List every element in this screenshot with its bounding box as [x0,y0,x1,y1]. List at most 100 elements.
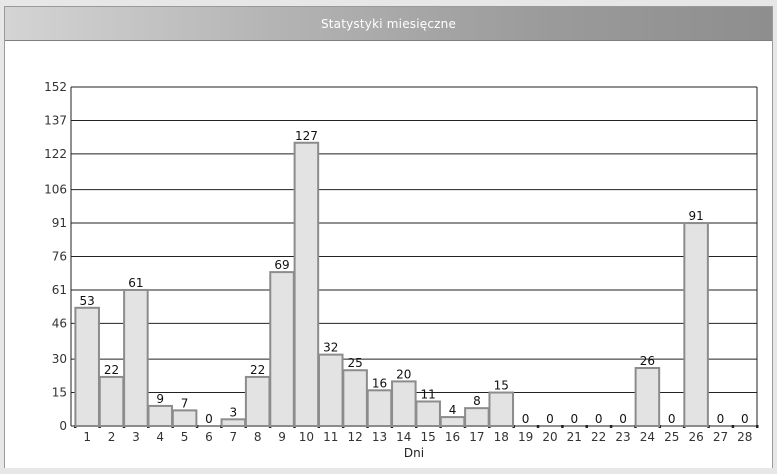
y-tick-label: 46 [52,316,67,330]
data-label: 26 [640,354,655,368]
bar [220,418,247,427]
x-tick-label: 13 [372,430,387,444]
gridlines [71,86,757,394]
bar [634,367,661,427]
bar [683,222,709,427]
data-label: 127 [295,129,318,143]
x-tick-label: 14 [396,430,411,444]
data-label: 11 [421,387,436,401]
x-tick-label: 9 [278,430,286,444]
data-labels: 53 22 61 9 7 0 3 22 69 127 32 25 16 20 11 4 8 15 0 0 0 0 0 26 0 9… [80,129,749,426]
y-tick-label: 76 [52,250,67,264]
data-label: 16 [372,376,387,390]
bar [74,306,100,427]
x-tick-label: 8 [254,430,262,444]
bar [488,391,515,427]
data-label: 53 [80,294,95,308]
data-label: 22 [250,363,265,377]
y-tick-label: 61 [52,283,67,297]
bar [415,400,441,427]
x-tick-mark [609,425,613,428]
y-tick-label: 91 [52,216,67,230]
x-tick-label: 17 [469,430,484,444]
bar [317,353,344,428]
x-tick-label: 12 [347,430,362,444]
x-tick-labels: 1 2 3 4 5 6 7 8 9 10 11 12 13 14 15 16 17 18 19 20 21 22 23 24 2… [83,430,752,444]
x-tick-label: 10 [299,430,314,444]
y-tick-label: 106 [44,183,67,197]
x-tick-label: 18 [494,430,509,444]
x-tick-label: 24 [640,430,655,444]
data-label: 0 [546,412,554,426]
x-tick-label: 7 [230,430,238,444]
data-label: 4 [449,403,457,417]
bar [293,141,320,427]
data-label: 91 [688,209,703,223]
bar [171,409,198,427]
x-tick-label: 26 [688,430,703,444]
data-label: 0 [717,412,725,426]
bar [98,375,125,427]
x-tick-label: 5 [181,430,189,444]
data-label: 3 [230,405,238,419]
bar [123,288,149,427]
bars [74,141,709,428]
x-tick-label: 11 [323,430,338,444]
x-tick-label: 20 [542,430,557,444]
data-label: 9 [156,392,164,406]
x-tick-label: 23 [615,430,630,444]
x-tick-mark [731,425,735,428]
y-tick-label: 137 [44,113,67,127]
data-label: 25 [347,356,362,370]
y-tick-labels: 0 15 30 46 61 76 91 106 122 137 152 [44,80,67,433]
x-tick-label: 28 [737,430,752,444]
bar [269,271,295,427]
x-tick-label: 21 [567,430,582,444]
data-label: 32 [323,341,338,355]
x-tick-label: 27 [713,430,728,444]
x-tick-mark [756,425,759,428]
data-label: 15 [494,379,509,393]
data-label: 7 [181,396,189,410]
data-label: 0 [619,412,627,426]
bar [147,404,174,428]
data-label: 0 [595,412,603,426]
data-label: 0 [205,412,213,426]
y-tick-label: 0 [59,419,67,433]
x-tick-label: 3 [132,430,140,444]
x-tick-label: 25 [664,430,679,444]
data-label: 0 [741,412,749,426]
stats-widget: Statystyki miesięczne 0 15 30 46 61 76 91 106 12… [4,6,773,468]
x-tick-mark [536,425,540,428]
chart-title: Statystyki miesięczne [320,17,457,31]
bar [244,375,271,427]
data-label: 0 [571,412,579,426]
bar [366,389,393,428]
x-tick-label: 22 [591,430,606,444]
x-axis-title: Dni [404,446,424,460]
bar [342,369,368,427]
title-bar: Statystyki miesięczne [5,7,772,41]
x-tick-label: 16 [445,430,460,444]
y-tick-label: 152 [44,80,67,94]
bar [464,407,490,428]
x-tick-label: 2 [108,430,116,444]
data-label: 0 [668,412,676,426]
x-tick-mark [585,425,588,428]
data-label: 22 [104,363,119,377]
x-tick-mark [561,425,564,428]
chart-area: 0 15 30 46 61 76 91 106 122 137 152 1 2 3 4 5 6 7 8 9 10 11 1… [5,41,772,468]
data-label: 20 [396,367,411,381]
bar [439,416,466,428]
data-label: 8 [473,394,481,408]
x-tick-label: 1 [83,430,91,444]
y-tick-label: 15 [52,386,67,400]
y-tick-label: 30 [52,352,67,366]
y-tick-label: 122 [44,147,67,161]
x-tick-label: 19 [518,430,533,444]
bar [391,380,417,428]
data-label: 61 [128,276,143,290]
x-tick-label: 15 [421,430,436,444]
data-label: 69 [274,258,289,272]
